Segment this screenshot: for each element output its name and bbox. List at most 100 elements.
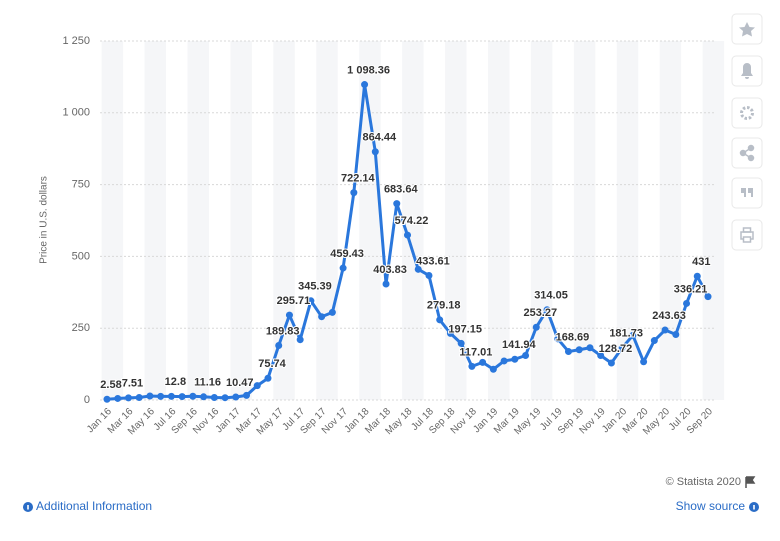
data-point <box>210 394 218 402</box>
data-point <box>704 293 712 301</box>
data-point <box>457 339 465 347</box>
data-point <box>371 148 379 156</box>
data-label: 189.83 <box>266 325 300 337</box>
bell-icon <box>741 63 753 79</box>
grid-band <box>573 41 596 400</box>
data-label: 7.51 <box>122 378 143 390</box>
data-point <box>468 362 476 370</box>
data-point <box>350 189 358 197</box>
show-source-link[interactable]: Show source <box>676 499 746 513</box>
data-point <box>307 297 315 305</box>
side-toolbar <box>731 13 763 251</box>
info-icon-stem <box>27 505 29 510</box>
y-tick-label: 750 <box>72 179 90 191</box>
data-point <box>275 341 283 349</box>
data-point <box>200 393 208 401</box>
data-point <box>135 393 143 401</box>
data-point <box>221 394 229 402</box>
data-label: 459.43 <box>330 248 364 260</box>
data-point <box>114 394 122 402</box>
data-point <box>489 365 497 373</box>
data-label: 128.72 <box>599 343 633 355</box>
data-label: 431 <box>692 256 710 268</box>
data-point <box>243 391 251 399</box>
source-info-icon-stem <box>753 505 755 510</box>
grid-band <box>659 41 682 400</box>
grid-band <box>402 41 424 400</box>
data-point <box>189 392 197 400</box>
data-label: 253.27 <box>523 307 557 319</box>
grid-band <box>187 41 209 400</box>
data-point <box>425 271 433 279</box>
grid-band <box>359 41 381 400</box>
data-point <box>607 359 615 367</box>
data-label: 403.83 <box>373 264 407 276</box>
data-point <box>318 313 326 321</box>
data-label: 168.69 <box>556 331 590 343</box>
data-label: 345.39 <box>298 281 332 293</box>
data-label: 864.44 <box>362 132 397 144</box>
data-point <box>167 392 175 400</box>
settings-button[interactable] <box>731 97 763 129</box>
data-label: 141.94 <box>502 339 537 351</box>
y-tick-label: 500 <box>72 250 90 262</box>
print-icon <box>740 227 754 243</box>
quote-icon <box>741 188 753 197</box>
cite-button[interactable] <box>731 177 763 209</box>
data-point <box>124 394 132 402</box>
data-label: 314.05 <box>534 290 568 302</box>
grid-band <box>702 41 725 400</box>
data-label: 117.01 <box>459 346 492 358</box>
data-point <box>650 337 658 345</box>
data-point <box>232 393 240 401</box>
data-label: 1 098.36 <box>347 64 390 76</box>
additional-info-link[interactable]: Additional Information <box>36 499 152 513</box>
data-point <box>597 351 605 359</box>
data-point <box>640 358 648 366</box>
grid-band <box>273 41 295 400</box>
data-point <box>522 351 530 359</box>
grid-band <box>616 41 639 400</box>
grid-band <box>101 41 124 400</box>
data-point <box>618 344 626 352</box>
data-point <box>339 264 347 272</box>
data-point <box>672 331 680 339</box>
grid-band <box>445 41 467 400</box>
data-label: 336.21 <box>674 283 708 295</box>
data-point <box>532 323 540 331</box>
data-point <box>393 200 401 208</box>
data-label: 243.63 <box>652 310 686 322</box>
grid-band <box>316 41 338 400</box>
share-button[interactable] <box>731 137 763 169</box>
data-label: 683.64 <box>384 184 419 196</box>
data-point <box>328 308 336 316</box>
data-label: 10.47 <box>226 377 254 389</box>
data-label: 279.18 <box>427 300 461 312</box>
data-point <box>661 326 669 334</box>
data-point <box>564 348 572 356</box>
gear-icon <box>740 106 754 120</box>
data-point <box>586 344 594 352</box>
grid-band <box>487 41 510 400</box>
print-button[interactable] <box>731 219 763 251</box>
data-label: 181.73 <box>609 328 643 340</box>
data-point <box>285 311 293 319</box>
data-point <box>103 395 111 403</box>
data-point <box>479 358 487 366</box>
data-point <box>146 392 154 400</box>
copyright: © Statista 2020 <box>666 476 741 488</box>
data-point <box>446 329 454 337</box>
data-point <box>683 299 691 307</box>
data-point <box>436 316 444 324</box>
flag-icon <box>745 476 756 488</box>
data-label: 295.71 <box>277 295 311 307</box>
data-point <box>157 392 165 400</box>
data-point <box>264 374 272 382</box>
data-point <box>500 357 508 365</box>
data-label: 2.58 <box>100 379 121 391</box>
data-point <box>511 355 519 363</box>
data-point <box>693 272 701 280</box>
y-tick-label: 0 <box>84 394 90 406</box>
